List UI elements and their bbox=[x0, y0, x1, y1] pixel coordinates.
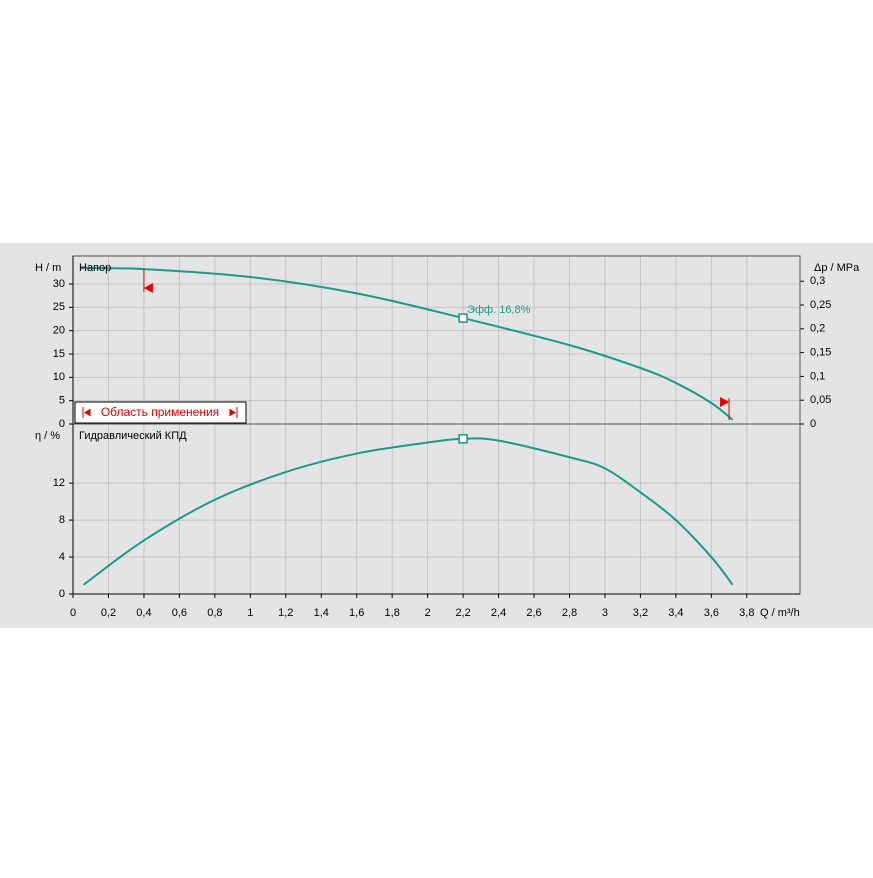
y-tick-label: 0 bbox=[59, 588, 65, 600]
x-tick-label: 0 bbox=[70, 607, 76, 619]
x-tick-label: 0,2 bbox=[101, 607, 116, 619]
annotation: Эфф. 16,8% bbox=[467, 304, 531, 316]
y2-tick-label: 0,25 bbox=[810, 299, 831, 311]
x-tick-label: 0,8 bbox=[207, 607, 222, 619]
y-axis-label: η / % bbox=[35, 430, 60, 442]
y2-axis-label: Δp / MPa bbox=[814, 262, 860, 274]
y-tick-label: 20 bbox=[53, 325, 65, 337]
x-tick-label: 1,8 bbox=[385, 607, 400, 619]
series-line bbox=[80, 267, 734, 421]
range-box-arrows bbox=[82, 407, 238, 418]
y-tick-label: 0 bbox=[59, 418, 65, 430]
x-tick-label: 2,6 bbox=[526, 607, 541, 619]
range-start-arrow bbox=[143, 283, 153, 293]
x-tick-label: 1,6 bbox=[349, 607, 364, 619]
range-label: Область применения bbox=[101, 405, 219, 419]
y2-tick-label: 0 bbox=[810, 418, 816, 430]
range-box bbox=[74, 401, 247, 424]
x-tick-label: 2 bbox=[425, 607, 431, 619]
legend-label: Напор bbox=[79, 262, 111, 274]
x-tick-label: 1,2 bbox=[278, 607, 293, 619]
x-tick-label: 0,6 bbox=[172, 607, 187, 619]
y2-tick-label: 0,1 bbox=[810, 370, 825, 382]
y-tick-label: 8 bbox=[59, 514, 65, 526]
y-tick-label: 5 bbox=[59, 395, 65, 407]
x-axis-label: Q / m³/h bbox=[760, 607, 800, 619]
bep-marker bbox=[458, 434, 468, 444]
y-tick-label: 10 bbox=[53, 371, 65, 383]
x-tick-label: 2,4 bbox=[491, 607, 506, 619]
y-tick-label: 12 bbox=[53, 477, 65, 489]
x-tick-label: 1,4 bbox=[314, 607, 329, 619]
series-line bbox=[83, 437, 734, 586]
x-tick-label: 3,4 bbox=[668, 607, 683, 619]
y2-tick-label: 0,3 bbox=[810, 275, 825, 287]
y-tick-label: 25 bbox=[53, 301, 65, 313]
y2-tick-label: 0,05 bbox=[810, 394, 831, 406]
x-tick-label: 2,2 bbox=[455, 607, 470, 619]
x-tick-label: 0,4 bbox=[136, 607, 151, 619]
x-tick-label: 3,8 bbox=[739, 607, 754, 619]
y-tick-label: 30 bbox=[53, 278, 65, 290]
y2-tick-label: 0,15 bbox=[810, 347, 831, 359]
x-tick-label: 1 bbox=[247, 607, 253, 619]
x-tick-label: 3,6 bbox=[704, 607, 719, 619]
x-tick-label: 3 bbox=[602, 607, 608, 619]
legend-label: Гидравлический КПД bbox=[79, 430, 187, 442]
y-axis-label: H / m bbox=[35, 262, 61, 274]
x-tick-label: 3,2 bbox=[633, 607, 648, 619]
y-tick-label: 15 bbox=[53, 348, 65, 360]
bep-marker bbox=[458, 313, 468, 323]
range-end-arrow bbox=[720, 397, 730, 407]
x-tick-label: 2,8 bbox=[562, 607, 577, 619]
y-tick-label: 4 bbox=[59, 551, 65, 563]
y2-tick-label: 0,2 bbox=[810, 323, 825, 335]
